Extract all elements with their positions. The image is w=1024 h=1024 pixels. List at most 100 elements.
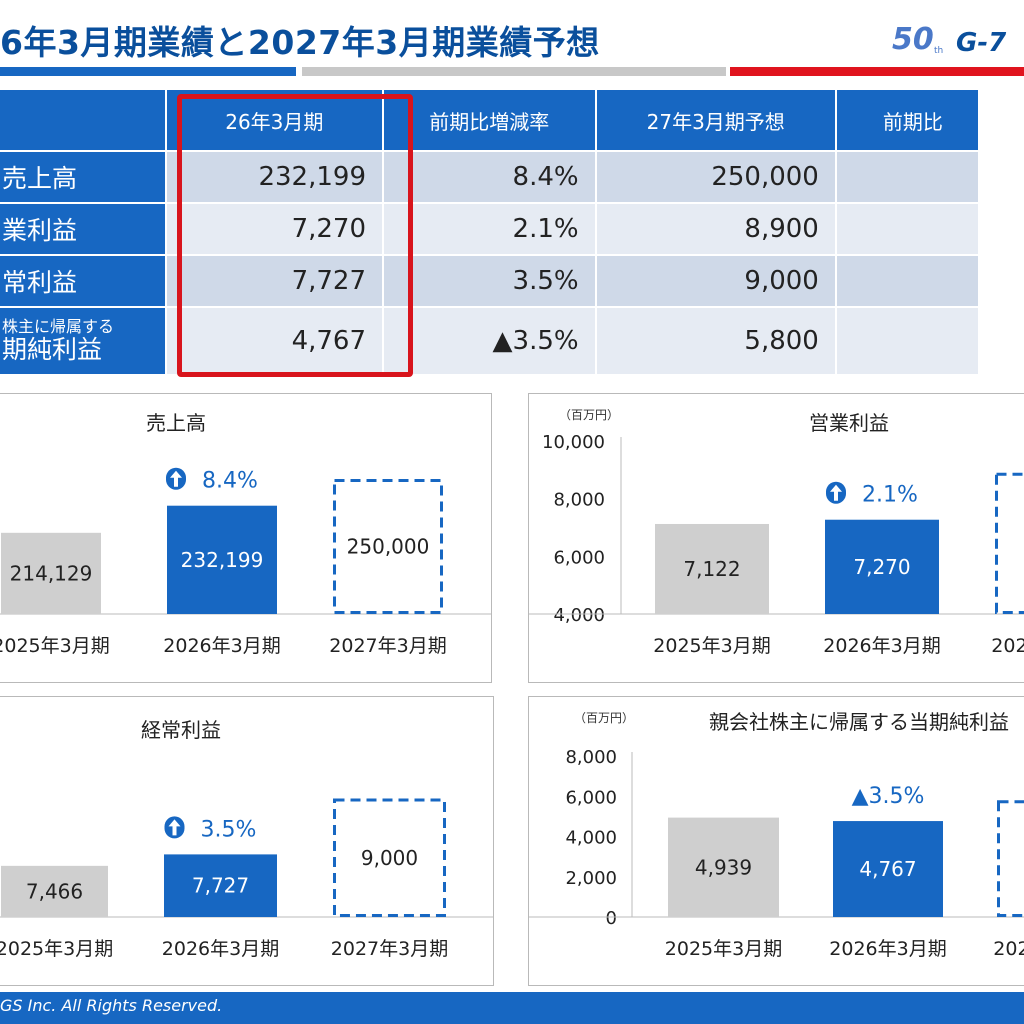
- chart-title: 売上高: [146, 411, 206, 435]
- category-label: 2025年3月期: [0, 938, 113, 960]
- category-label: 2025年3月期: [653, 635, 770, 657]
- header-divider-blue: [0, 67, 296, 76]
- bar-value-label: 250,000: [347, 535, 430, 559]
- bar-value-label: 214,129: [10, 561, 93, 585]
- results-summary-table: 26年3月期 前期比増減率 27年3月期予想 前期比 売上高 232,199 8…: [0, 88, 981, 376]
- current-bar: [833, 821, 943, 917]
- table-cell: 9,000: [594, 254, 837, 308]
- current-bar: [167, 505, 277, 614]
- page-title: 6年3月期業績と2027年3月期業績予想: [0, 23, 600, 62]
- table-corner-header: [0, 88, 167, 152]
- bar-value-label: 7,122: [683, 557, 740, 581]
- forecast-bar: [333, 479, 443, 614]
- operating-income-chart-panel: 営業利益 （百万円） 4,000 6,000 8,000 10,000 7,122 2025年…: [528, 393, 1024, 683]
- up-arrow-icon: [164, 816, 185, 839]
- table-cell: 7,727: [164, 254, 385, 308]
- net-income-chart-panel: 親会社株主に帰属する当期純利益 （百万円） 0 2,000 4,000 6,000 8,00…: [528, 696, 1024, 986]
- table-row: 株主に帰属する 期純利益 4,767 ▲3.5% 5,800: [0, 306, 981, 376]
- table-cell: ▲3.5%: [382, 306, 597, 376]
- y-tick-label: 0: [606, 908, 617, 929]
- category-label: 2027年3月期: [993, 938, 1024, 960]
- table-row: 常利益 7,727 3.5% 9,000: [0, 254, 981, 308]
- table-header: 前期比増減率: [382, 88, 597, 152]
- table-cell: 8,900: [594, 202, 837, 256]
- bar-value-label: 4,939: [695, 855, 752, 879]
- bar-value-label: 7,466: [26, 879, 83, 903]
- footer-bar: GS Inc. All Rights Reserved.: [0, 992, 1024, 1024]
- forecast-bar: [997, 800, 1024, 917]
- prior-bar: [1, 865, 108, 917]
- up-arrow-icon-glyph: [168, 819, 181, 836]
- chart-svg: 営業利益 （百万円） 4,000 6,000 8,000 10,000 7,122 2025年…: [529, 408, 1024, 657]
- up-arrow-icon: [826, 481, 846, 504]
- category-label: 2025年3月期: [665, 938, 782, 960]
- table-row: 売上高 232,199 8.4% 250,000: [0, 150, 981, 204]
- ordinary-income-chart-panel: 経常利益 7,466 2025年3月期 7,727 2026年3月期 9,000 2027年…: [0, 696, 494, 986]
- bar-value-label: 232,199: [181, 548, 264, 572]
- category-label: 2026年3月期: [162, 938, 279, 960]
- prior-bar: [668, 817, 779, 917]
- category-label: 2027年3月期: [329, 635, 446, 657]
- row-label-prefix: 株主に帰属する: [2, 317, 115, 336]
- company-logo: 50 th G-7: [890, 22, 1024, 66]
- anniversary-logo-suffix: th: [934, 46, 944, 56]
- chart-unit-label: （百万円）: [574, 711, 634, 725]
- chart-svg: 経常利益 7,466 2025年3月期 7,727 2026年3月期 9,000 2027年…: [0, 718, 493, 960]
- y-tick-label: 10,000: [542, 432, 605, 453]
- table-cell: 5,800: [594, 306, 837, 376]
- row-label: 常利益: [0, 254, 167, 308]
- table-cell: 232,199: [164, 150, 385, 204]
- company-logo-text: G-7: [956, 28, 1007, 58]
- current-bar: [825, 519, 939, 614]
- y-tick-label: 4,000: [553, 605, 605, 626]
- chart-svg: 売上高 214,129 2025年3月期 232,199 2026年3月期 250,000…: [0, 411, 491, 657]
- change-rate-label: 2.1%: [862, 483, 918, 508]
- bar-value-label: 9,000: [361, 846, 418, 870]
- bar-value-label: 7,727: [192, 874, 249, 898]
- chart-svg: 親会社株主に帰属する当期純利益 （百万円） 0 2,000 4,000 6,000 8,00…: [529, 710, 1024, 960]
- row-label-main: 期純利益: [2, 335, 103, 364]
- table-cell: 8.4%: [382, 150, 597, 204]
- table-header: 前期比: [834, 88, 981, 152]
- chart-unit-label: （百万円）: [559, 408, 619, 422]
- category-label: 2027年3月期: [331, 938, 448, 960]
- header-divider-gray: [302, 67, 726, 76]
- sales-chart-panel: 売上高 214,129 2025年3月期 232,199 2026年3月期 250,000…: [0, 393, 492, 683]
- y-tick-label: 8,000: [553, 490, 605, 511]
- y-tick-label: 8,000: [565, 747, 617, 768]
- change-rate-label: 3.5%: [201, 817, 257, 842]
- row-label: 売上高: [0, 150, 167, 204]
- chart-title: 親会社株主に帰属する当期純利益: [709, 710, 1009, 734]
- table-cell: 250,000: [594, 150, 837, 204]
- table-cell: [834, 306, 981, 376]
- table-header: 27年3月期予想: [594, 88, 837, 152]
- category-label: 2026年3月期: [829, 938, 946, 960]
- copyright-text: GS Inc. All Rights Reserved.: [0, 996, 223, 1015]
- category-label: 2026年3月期: [163, 635, 280, 657]
- y-tick-label: 4,000: [565, 828, 617, 849]
- prior-bar: [655, 523, 769, 614]
- chart-title: 経常利益: [141, 718, 221, 742]
- anniversary-logo-number: 50: [892, 22, 934, 57]
- y-tick-label: 2,000: [565, 868, 617, 889]
- change-rate-label: ▲3.5%: [852, 784, 925, 809]
- current-period-highlight: [177, 94, 413, 377]
- table-cell: 4,767: [164, 306, 385, 376]
- bar-value-label: 4,767: [859, 857, 916, 881]
- table-row: 業利益 7,270 2.1% 8,900: [0, 202, 981, 256]
- table-cell: 3.5%: [382, 254, 597, 308]
- prior-bar: [1, 532, 101, 614]
- table-cell: [834, 150, 981, 204]
- table-header-row: 26年3月期 前期比増減率 27年3月期予想 前期比: [0, 88, 981, 152]
- category-label: 2026年3月期: [823, 635, 940, 657]
- row-label: 業利益: [0, 202, 167, 256]
- forecast-bar: [333, 798, 446, 917]
- table-cell: [834, 202, 981, 256]
- y-tick-label: 6,000: [565, 787, 617, 808]
- up-arrow-icon-glyph: [830, 484, 842, 501]
- table-cell: [834, 254, 981, 308]
- category-label: 2027年3月期: [991, 635, 1024, 657]
- table-cell: 7,270: [164, 202, 385, 256]
- category-label: 2025年3月期: [0, 635, 110, 657]
- up-arrow-icon-glyph: [170, 470, 182, 487]
